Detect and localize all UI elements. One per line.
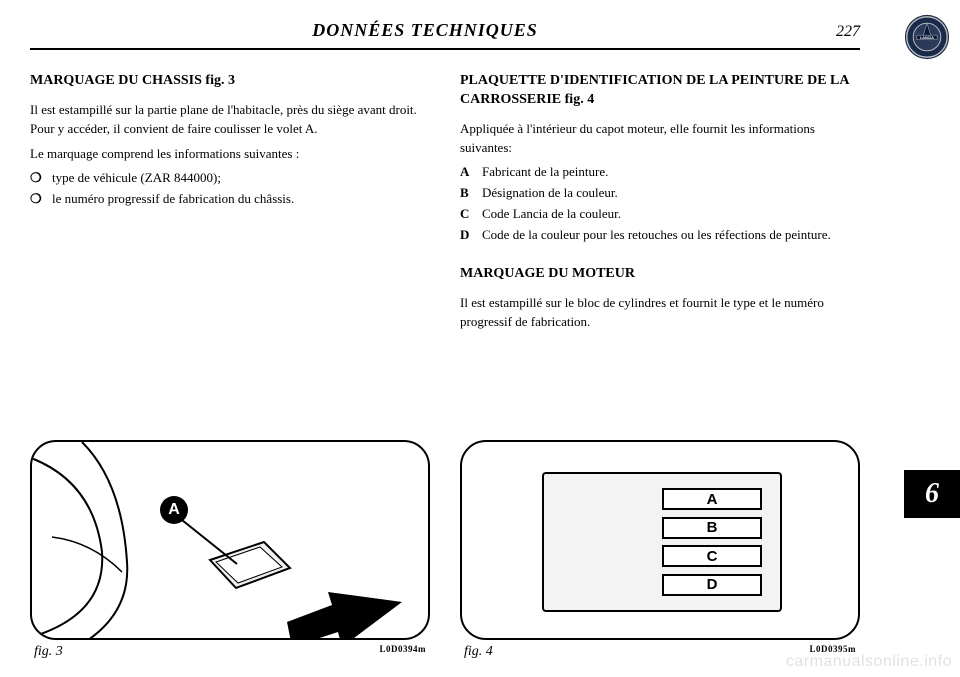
figure-3-caption: fig. 3 L0D0394m (30, 644, 430, 660)
bullet-marker: ❍ (30, 190, 44, 209)
right-heading-2: MARQUAGE DU MOTEUR (460, 265, 860, 284)
section-tab: 6 (904, 470, 960, 518)
list-item: B Désignation de la couleur. (460, 184, 860, 203)
right-column: PLAQUETTE D'IDENTIFICATION DE LA PEINTUR… (460, 72, 860, 337)
watermark: carmanualsonline.info (786, 653, 952, 671)
item-key: B (460, 184, 474, 203)
figure-row: A fig. 3 L0D0394m A B C D fig. 4 L0D0395… (30, 440, 860, 660)
list-item: A Fabricant de la peinture. (460, 163, 860, 182)
lancia-logo-icon: LANCIA (904, 14, 950, 60)
list-item: ❍ type de véhicule (ZAR 844000); (30, 169, 430, 188)
left-para-2: Le marquage comprend les informations su… (30, 145, 430, 164)
right-para-1: Appliquée à l'intérieur du capot moteur,… (460, 120, 860, 158)
svg-text:LANCIA: LANCIA (920, 36, 934, 40)
right-heading-1: PLAQUETTE D'IDENTIFICATION DE LA PEINTUR… (460, 72, 860, 110)
left-bullet-list: ❍ type de véhicule (ZAR 844000); ❍ le numé… (30, 169, 430, 209)
figure-3-box: A (30, 440, 430, 640)
list-item: D Code de la couleur pour les retouches o… (460, 226, 860, 245)
bullet-marker: ❍ (30, 169, 44, 188)
item-text: Fabricant de la peinture. (482, 163, 608, 182)
figure-3-label: fig. 3 (34, 644, 63, 660)
left-column: MARQUAGE DU CHASSIS fig. 3 Il est estamp… (30, 72, 430, 337)
page-header: DONNÉES TECHNIQUES 227 (30, 20, 860, 44)
figure-4-slot: C (662, 545, 762, 567)
item-text: Code de la couleur pour les retouches ou… (482, 226, 831, 245)
item-key: A (460, 163, 474, 182)
header-title: DONNÉES TECHNIQUES (30, 20, 820, 41)
figure-4-slot: B (662, 517, 762, 539)
figure-4-plate: A B C D (542, 472, 782, 612)
item-key: D (460, 226, 474, 245)
figure-4-label: fig. 4 (464, 644, 493, 660)
bullet-text: le numéro progressif de fabrication du c… (52, 190, 294, 209)
list-item: ❍ le numéro progressif de fabrication du … (30, 190, 430, 209)
figure-4-slot: D (662, 574, 762, 596)
body-columns: MARQUAGE DU CHASSIS fig. 3 Il est estamp… (30, 72, 860, 337)
right-para-2: Il est estampillé sur le bloc de cylindr… (460, 294, 860, 332)
figure-3-badge: A (160, 496, 188, 524)
left-heading: MARQUAGE DU CHASSIS fig. 3 (30, 72, 430, 91)
figure-3-drawing (32, 442, 430, 640)
right-item-list: A Fabricant de la peinture. B Désignation … (460, 163, 860, 244)
left-para-1: Il est estampillé sur la partie plane de… (30, 101, 430, 139)
figure-4-slot: A (662, 488, 762, 510)
item-text: Code Lancia de la couleur. (482, 205, 621, 224)
list-item: C Code Lancia de la couleur. (460, 205, 860, 224)
header-rule (30, 48, 860, 50)
bullet-text: type de véhicule (ZAR 844000); (52, 169, 221, 188)
figure-4: A B C D fig. 4 L0D0395m (460, 440, 860, 660)
figure-3: A fig. 3 L0D0394m (30, 440, 430, 660)
figure-4-box: A B C D (460, 440, 860, 640)
item-key: C (460, 205, 474, 224)
figure-3-code: L0D0394m (380, 644, 427, 660)
item-text: Désignation de la couleur. (482, 184, 618, 203)
page-number: 227 (820, 23, 860, 41)
page-edge: LANCIA 6 (890, 0, 960, 677)
